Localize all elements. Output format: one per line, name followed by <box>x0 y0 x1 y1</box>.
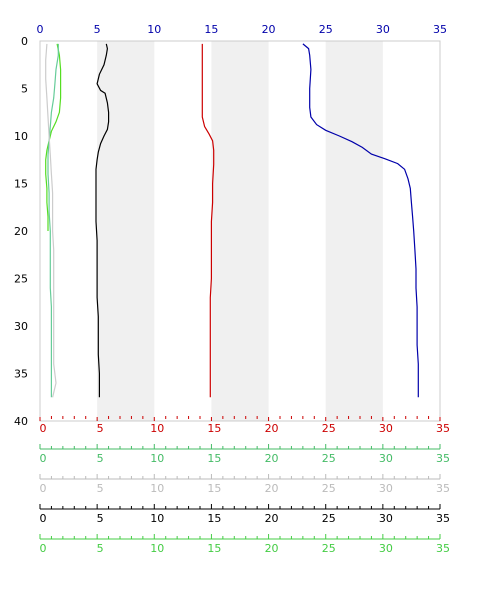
series-line-5 <box>45 43 57 398</box>
bottom-tick-label: 35 <box>436 542 450 555</box>
y-tick-label: 35 <box>14 368 28 381</box>
series-line-0 <box>302 43 419 398</box>
y-tick-label: 5 <box>21 83 28 96</box>
bottom-tick-label: 10 <box>150 542 164 555</box>
bottom-x-axes: 0 5 10 15 20 25 30 35 0 5 10 15 20 25 30 35 0 5 10 15 20 25 30… <box>39 416 450 555</box>
bottom-tick-label: 20 <box>265 482 279 495</box>
top-tick-label: 0 <box>37 23 44 36</box>
top-tick-label: 20 <box>262 23 276 36</box>
bottom-tick-label: 20 <box>265 512 279 525</box>
shaded-bands <box>97 41 383 421</box>
top-tick-label: 35 <box>433 23 447 36</box>
bottom-tick-label: 35 <box>436 512 450 525</box>
top-tick-label: 5 <box>94 23 101 36</box>
series-line-3 <box>45 43 62 231</box>
data-series <box>45 43 419 398</box>
bottom-tick-label: 30 <box>379 512 393 525</box>
top-tick-label: 10 <box>147 23 161 36</box>
bottom-tick-label: 0 <box>40 452 47 465</box>
bottom-axis-4: 0 5 10 15 20 25 30 35 <box>39 534 450 555</box>
top-tick-label: 15 <box>204 23 218 36</box>
bottom-tick-label: 30 <box>379 482 393 495</box>
y-tick-label: 0 <box>21 35 28 48</box>
plot-frame <box>39 40 441 422</box>
bottom-tick-label: 15 <box>207 542 221 555</box>
bottom-tick-label: 35 <box>436 452 450 465</box>
bottom-tick-label: 30 <box>379 422 393 435</box>
bottom-tick-label: 25 <box>322 422 336 435</box>
bottom-tick-label: 30 <box>379 542 393 555</box>
bottom-tick-label: 20 <box>265 452 279 465</box>
shaded-band-2 <box>325 41 383 421</box>
series-line-4 <box>47 43 59 398</box>
bottom-tick-label: 30 <box>379 452 393 465</box>
bottom-axis-2: 0 5 10 15 20 25 30 35 <box>39 474 450 495</box>
bottom-tick-label: 10 <box>150 482 164 495</box>
bottom-tick-label: 5 <box>97 542 104 555</box>
bottom-axis-1: 0 5 10 15 20 25 30 35 <box>39 444 450 465</box>
bottom-tick-label: 5 <box>97 422 104 435</box>
bottom-tick-label: 0 <box>40 542 47 555</box>
bottom-tick-label: 25 <box>322 482 336 495</box>
bottom-tick-label: 15 <box>207 422 221 435</box>
bottom-tick-label: 10 <box>150 452 164 465</box>
top-tick-label: 30 <box>376 23 390 36</box>
bottom-tick-label: 10 <box>150 512 164 525</box>
bottom-tick-label: 25 <box>322 512 336 525</box>
shaded-band-1 <box>211 41 269 421</box>
bottom-tick-label: 20 <box>265 422 279 435</box>
bottom-tick-label: 0 <box>40 422 47 435</box>
bottom-axis-3: 0 5 10 15 20 25 30 35 <box>39 504 450 525</box>
y-tick-label: 20 <box>14 225 28 238</box>
bottom-axis-0: 0 5 10 15 20 25 30 35 <box>39 416 450 435</box>
y-tick-label: 25 <box>14 273 28 286</box>
bottom-tick-label: 25 <box>322 542 336 555</box>
series-line-2 <box>95 43 110 398</box>
y-tick-label: 30 <box>14 320 28 333</box>
bottom-tick-label: 35 <box>436 422 450 435</box>
y-tick-label: 10 <box>14 130 28 143</box>
top-tick-label: 25 <box>319 23 333 36</box>
bottom-tick-label: 0 <box>40 512 47 525</box>
bottom-tick-label: 15 <box>207 512 221 525</box>
y-axis: 0 5 10 15 20 25 30 35 40 <box>14 35 28 428</box>
bottom-tick-label: 35 <box>436 482 450 495</box>
bottom-tick-label: 5 <box>97 452 104 465</box>
y-tick-label: 15 <box>14 178 28 191</box>
bottom-tick-label: 10 <box>150 422 164 435</box>
bottom-tick-label: 25 <box>322 452 336 465</box>
top-x-axis: 0 5 10 15 20 25 30 35 <box>37 23 448 36</box>
bottom-tick-label: 15 <box>207 452 221 465</box>
bottom-tick-label: 0 <box>40 482 47 495</box>
bottom-tick-label: 15 <box>207 482 221 495</box>
bottom-tick-label: 5 <box>97 512 104 525</box>
series-line-1 <box>201 43 215 398</box>
shaded-band-0 <box>97 41 155 421</box>
bottom-tick-label: 20 <box>265 542 279 555</box>
y-tick-label: 40 <box>14 415 28 428</box>
bottom-tick-label: 5 <box>97 482 104 495</box>
